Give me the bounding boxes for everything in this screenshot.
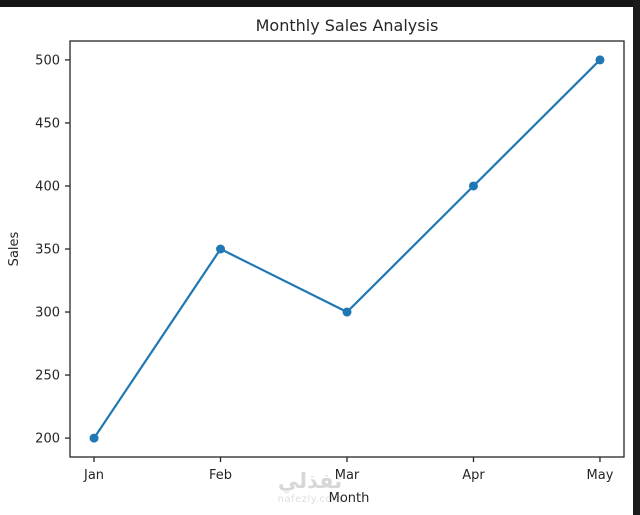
window-top-border <box>0 0 640 7</box>
plot-area: Jan Feb Mar Apr May 200 250 300 350 400 450 500 <box>35 40 625 483</box>
data-point-mar <box>342 307 352 317</box>
x-tick-label-feb: Feb <box>209 468 232 483</box>
axes-spines <box>69 40 625 458</box>
watermark-domain: nafezly.com <box>277 494 343 505</box>
window-right-border <box>633 0 640 515</box>
y-tick-label-450: 450 <box>35 116 60 131</box>
data-point-may <box>595 55 605 65</box>
x-tick-label-mar: Mar <box>335 468 360 483</box>
x-tick-label-apr: Apr <box>462 468 485 483</box>
x-axis-label: Month <box>329 491 370 506</box>
y-tick-label-400: 400 <box>35 179 60 194</box>
series-line-sales <box>92 58 602 440</box>
chart-title: Monthly Sales Analysis <box>256 16 439 35</box>
watermark: نفذلي nafezly.com <box>268 471 352 505</box>
y-axis-label: Sales <box>7 231 22 266</box>
data-point-jan <box>89 433 99 443</box>
data-point-apr <box>468 181 478 191</box>
y-tick-label-350: 350 <box>35 243 60 258</box>
y-tick-label-300: 300 <box>35 306 60 321</box>
x-tick-label-may: May <box>587 468 614 483</box>
watermark-logo: نفذلي <box>277 469 343 493</box>
y-tick-label-200: 200 <box>35 432 60 447</box>
x-tick-label-jan: Jan <box>83 468 104 483</box>
y-tick-label-250: 250 <box>35 369 60 384</box>
data-point-feb <box>216 244 226 254</box>
y-tick-label-500: 500 <box>35 53 60 68</box>
